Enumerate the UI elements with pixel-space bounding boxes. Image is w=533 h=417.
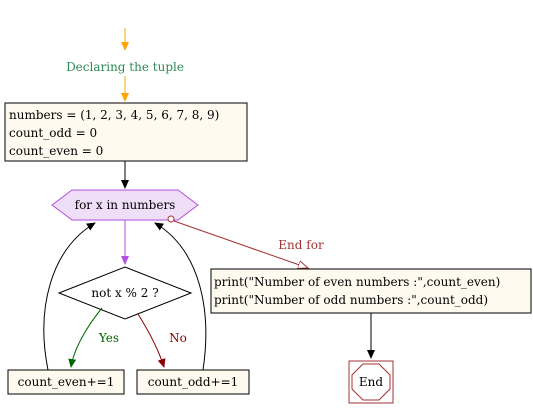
count-odd-box: count_odd+=1	[136, 369, 250, 395]
end-node: End	[348, 360, 394, 404]
condition-label: not x % 2 ?	[91, 286, 158, 300]
end-for-edge	[167, 215, 308, 268]
declare-line-1: numbers = (1, 2, 3, 4, 5, 6, 7, 8, 9)	[9, 108, 219, 122]
even-loop-back-edge	[43, 222, 96, 371]
print-line-1: print("Number of even numbers :",count_e…	[214, 275, 500, 289]
declare-line-3: count_even = 0	[9, 144, 103, 158]
no-edge	[137, 313, 166, 368]
count-even-label: count_even+=1	[18, 375, 115, 389]
declare-line-2: count_odd = 0	[9, 126, 97, 140]
count-even-box: count_even+=1	[7, 369, 125, 395]
end-for-label: End for	[278, 238, 324, 252]
print-line-2: print("Number of odd numbers :",count_od…	[214, 293, 488, 307]
end-label: End	[359, 375, 383, 389]
yes-edge	[68, 307, 103, 368]
declaration-box: numbers = (1, 2, 3, 4, 5, 6, 7, 8, 9) co…	[4, 102, 248, 162]
declaring-label: Declaring the tuple	[66, 60, 184, 74]
no-label: No	[169, 331, 187, 345]
loop-label: for x in numbers	[75, 198, 176, 212]
condition-node: not x % 2 ?	[57, 266, 193, 320]
print-box: print("Number of even numbers :",count_e…	[210, 268, 532, 314]
count-odd-label: count_odd+=1	[148, 375, 239, 389]
odd-loop-back-edge	[154, 222, 207, 371]
loop-node: for x in numbers	[51, 189, 199, 221]
yes-label: Yes	[98, 331, 119, 345]
